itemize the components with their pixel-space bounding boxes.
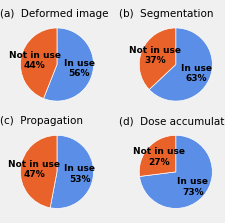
Text: Not in use
47%: Not in use 47% xyxy=(8,160,60,180)
Text: Not in use
44%: Not in use 44% xyxy=(9,51,61,70)
Text: In use
56%: In use 56% xyxy=(63,59,94,78)
Wedge shape xyxy=(43,28,93,101)
Wedge shape xyxy=(20,28,57,99)
Text: (c)  Propagation: (c) Propagation xyxy=(0,116,83,126)
Text: Not in use
37%: Not in use 37% xyxy=(128,46,180,65)
Text: (d)  Dose accumulation: (d) Dose accumulation xyxy=(119,116,225,126)
Text: (b)  Segmentation: (b) Segmentation xyxy=(119,9,213,19)
Wedge shape xyxy=(139,135,211,209)
Wedge shape xyxy=(139,135,175,176)
Wedge shape xyxy=(20,135,57,208)
Wedge shape xyxy=(148,28,211,101)
Text: In use
63%: In use 63% xyxy=(180,64,211,83)
Text: Not in use
27%: Not in use 27% xyxy=(132,147,184,167)
Text: (a)  Deformed image: (a) Deformed image xyxy=(0,9,108,19)
Text: In use
73%: In use 73% xyxy=(176,177,207,196)
Wedge shape xyxy=(50,135,93,209)
Text: In use
53%: In use 53% xyxy=(64,164,95,184)
Wedge shape xyxy=(139,28,175,90)
